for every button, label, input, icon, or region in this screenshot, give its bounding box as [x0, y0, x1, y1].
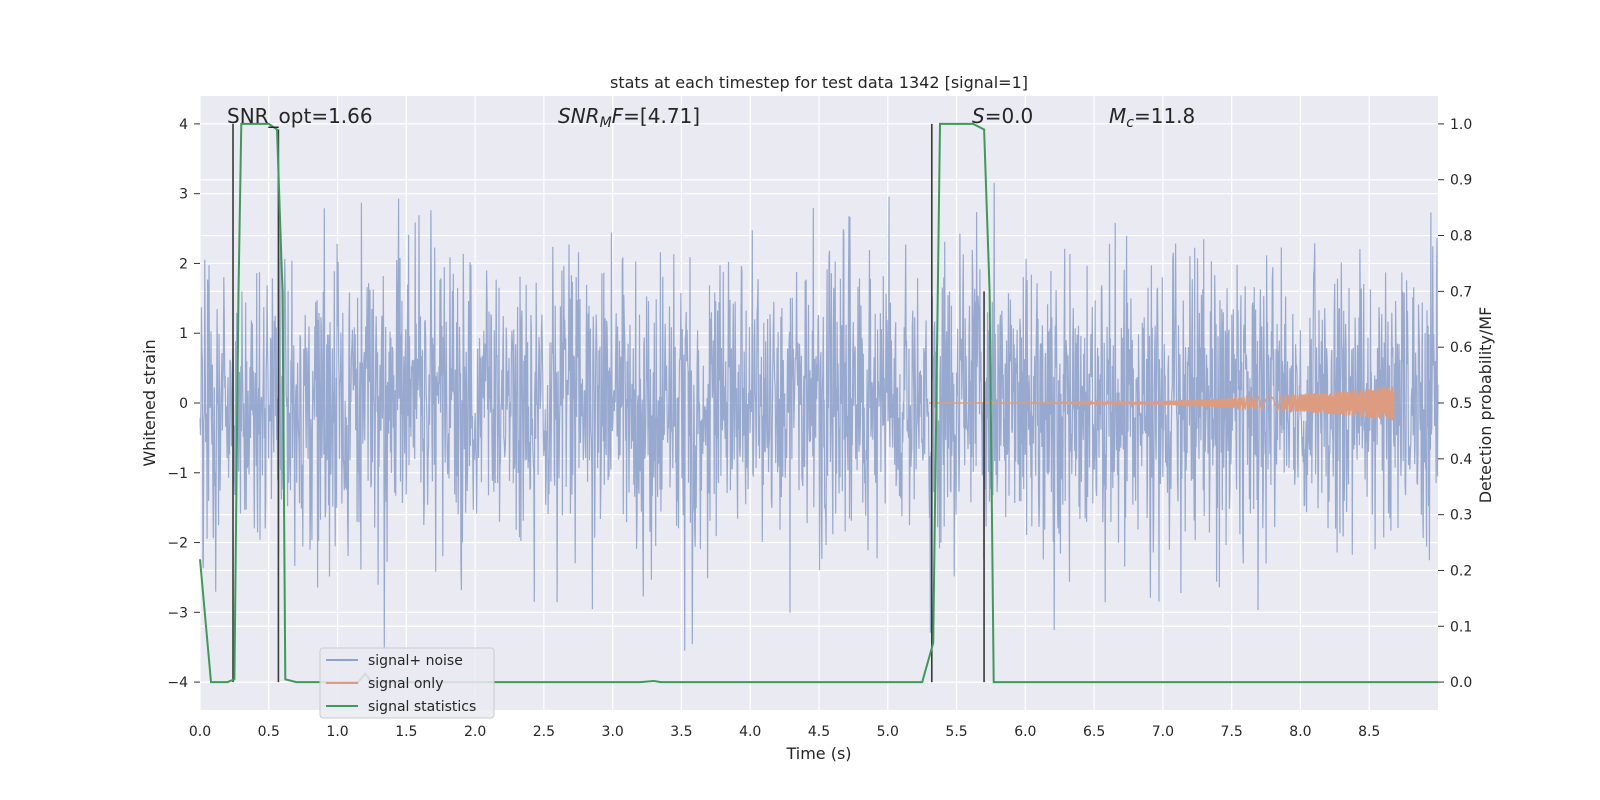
series-signal-noise [199, 182, 1439, 651]
x-tick-label: 8.5 [1358, 724, 1380, 740]
x-tick-label: 7.5 [1221, 724, 1243, 740]
chirp-line [929, 386, 1395, 421]
annotation-mc-sub: c [1126, 115, 1134, 131]
y-right-tick-label: 0.1 [1450, 619, 1472, 635]
y-right-axis-label: Detection probability/MF [1476, 307, 1495, 504]
legend-label-signal-noise: signal+ noise [368, 653, 463, 669]
annotation-snr-opt: SNR_opt=1.66 [227, 104, 373, 128]
annotation-snr-mf-sub: M [600, 115, 612, 131]
y-tick-label: 2 [179, 256, 188, 272]
x-tick-label: 4.5 [808, 724, 830, 740]
annotation-snr-mf-base: SNR [558, 104, 600, 128]
x-tick-label: 0.0 [189, 724, 211, 740]
legend-box [319, 647, 495, 719]
x-tick-label: 6.0 [1014, 724, 1036, 740]
x-axis-ticks: 0.0 0.5 1.0 1.5 2.0 2.5 3.0 3.5 4.0 4.5 5.0 5.5 6.0 6… [189, 724, 1380, 740]
y-tick-label: −2 [167, 536, 188, 552]
y-tick-label: 4 [179, 117, 188, 133]
x-tick-label: 7.0 [1152, 724, 1174, 740]
annotation-snr-mf: SNRMF=[4.71] [558, 104, 700, 131]
series-signal-only [929, 386, 1395, 421]
y-tick-label: −3 [167, 605, 188, 621]
annotation-mc: Mc=11.8 [1109, 104, 1195, 131]
x-tick-label: 1.0 [326, 724, 348, 740]
y-tick-label: 1 [179, 326, 188, 342]
x-tick-label: 3.5 [670, 724, 692, 740]
x-tick-label: 1.5 [395, 724, 417, 740]
chart-title: stats at each timestep for test data 134… [610, 73, 1028, 92]
x-tick-label: 5.5 [945, 724, 967, 740]
x-tick-label: 8.0 [1289, 724, 1311, 740]
y-tick-label: −4 [167, 675, 188, 691]
y-right-tick-label: 0.8 [1450, 229, 1472, 245]
x-tick-label: 5.0 [877, 724, 899, 740]
annotation-mc-base: M [1109, 104, 1126, 128]
y-right-tick-label: 0.7 [1450, 284, 1472, 300]
annotation-snr-mf-f: F [612, 104, 624, 128]
noise-line [199, 182, 1439, 651]
y-right-tick-label: 0.6 [1450, 340, 1472, 356]
x-tick-label: 2.5 [533, 724, 555, 740]
y-right-axis-ticks: 1.0 0.9 0.8 0.7 0.6 0.5 0.4 0.3 0.2 0.1 0.0 [1438, 117, 1472, 691]
y-axis-label: Whitened strain [140, 339, 159, 466]
y-tick-label: −1 [167, 466, 188, 482]
y-right-tick-label: 0.5 [1450, 396, 1472, 412]
y-tick-label: 3 [179, 187, 188, 203]
y-right-tick-label: 0.4 [1450, 452, 1472, 468]
annotation-s-symbol: S [972, 104, 985, 128]
annotation-s: S=0.0 [972, 104, 1033, 128]
x-tick-label: 6.5 [1083, 724, 1105, 740]
x-tick-label: 3.0 [602, 724, 624, 740]
x-tick-label: 2.0 [464, 724, 486, 740]
y-right-tick-label: 0.9 [1450, 173, 1472, 189]
mf-spikes [232, 123, 985, 683]
y-right-tick-label: 0.0 [1450, 675, 1472, 691]
x-tick-label: 0.5 [258, 724, 280, 740]
annotation-snr-mf-value: =[4.71] [623, 104, 700, 128]
x-axis-label: Time (s) [785, 744, 851, 763]
legend-label-signal-only: signal only [368, 676, 443, 692]
legend-label-signal-statistics: signal statistics [368, 699, 476, 715]
x-tick-label: 4.0 [739, 724, 761, 740]
legend: signal+ noise signal only signal statist… [319, 647, 495, 719]
annotation-s-value: =0.0 [985, 104, 1034, 128]
y-axis-ticks: 4 3 2 1 0 −1 −2 −3 −4 [167, 117, 200, 691]
y-right-tick-label: 0.2 [1450, 563, 1472, 579]
y-tick-label: 0 [179, 396, 188, 412]
annotation-mc-value: =11.8 [1134, 104, 1195, 128]
y-right-tick-label: 1.0 [1450, 117, 1472, 133]
y-right-tick-label: 0.3 [1450, 508, 1472, 524]
